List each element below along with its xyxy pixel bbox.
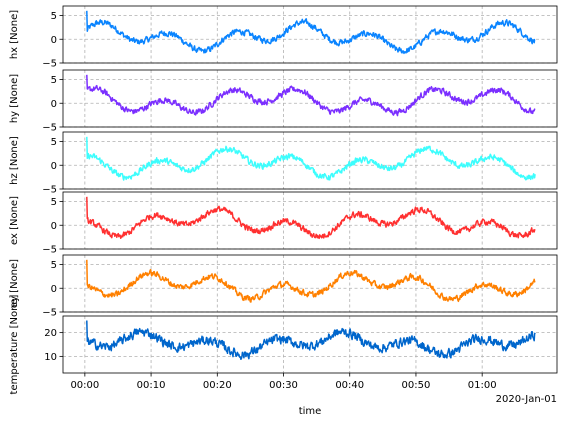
panel-1: −5 0 5 hx [None] — [9, 5, 558, 70]
y-tick-label: 5 — [51, 11, 57, 22]
series-line — [86, 259, 536, 303]
y-tick-label: 5 — [51, 137, 57, 148]
y-tick-label: 20 — [44, 328, 57, 339]
x-tick-label: 00:10 — [137, 380, 166, 391]
x-axis-label: time — [299, 406, 322, 417]
y-tick-label: 0 — [51, 161, 57, 172]
x-tick-label: 00:00 — [70, 380, 99, 391]
y-tick-label: −5 — [42, 59, 57, 70]
x-tick-label: 00:20 — [203, 380, 232, 391]
series-line — [86, 196, 536, 240]
y-tick-label: −5 — [42, 245, 57, 256]
panel-frame — [62, 69, 558, 128]
y-tick-label: 0 — [51, 221, 57, 232]
panel-frame — [62, 315, 558, 374]
x-axis: 00:00 00:10 00:20 00:30 00:40 00:50 01:00 — [70, 373, 497, 391]
y-axis-label: temperature [None] — [9, 294, 20, 394]
y-tick-label: 0 — [51, 284, 57, 295]
y-axis-label: hy [None] — [9, 74, 20, 123]
x-tick-label: 00:40 — [335, 380, 364, 391]
panel-frame — [62, 254, 558, 313]
panel-2: −5 0 5 hy [None] — [9, 69, 558, 134]
x-tick-label: 00:50 — [402, 380, 431, 391]
y-tick-label: −5 — [42, 185, 57, 196]
series-line — [86, 10, 536, 55]
x-axis-offset-label: 2020-Jan-01 — [496, 394, 557, 405]
y-tick-label: 0 — [51, 99, 57, 110]
x-tick-label: 00:30 — [269, 380, 298, 391]
panel-5: −5 0 5 ey [None] — [9, 254, 558, 319]
panel-6: 10 20 temperature [None] — [9, 294, 558, 394]
panel-3: −5 0 5 hz [None] — [9, 131, 558, 196]
series-line — [86, 320, 536, 361]
y-tick-label: −5 — [42, 123, 57, 134]
y-axis-label: hz [None] — [9, 136, 20, 185]
y-tick-label: 5 — [51, 197, 57, 208]
y-tick-label: 5 — [51, 260, 57, 271]
panel-frame — [62, 131, 558, 190]
y-tick-label: 0 — [51, 35, 57, 46]
panel-frame — [62, 191, 558, 250]
y-tick-label: −5 — [42, 308, 57, 319]
panel-4: −5 0 5 ex [None] — [9, 191, 558, 256]
y-tick-label: 5 — [51, 75, 57, 86]
y-tick-label: 10 — [44, 352, 57, 363]
panel-frame — [62, 5, 558, 64]
y-axis-label: ey [None] — [9, 259, 20, 308]
y-axis-label: ex [None] — [9, 196, 20, 245]
y-axis-label: hx [None] — [9, 10, 20, 59]
series-line — [86, 136, 536, 181]
series-line — [86, 74, 536, 117]
x-tick-label: 01:00 — [468, 380, 497, 391]
